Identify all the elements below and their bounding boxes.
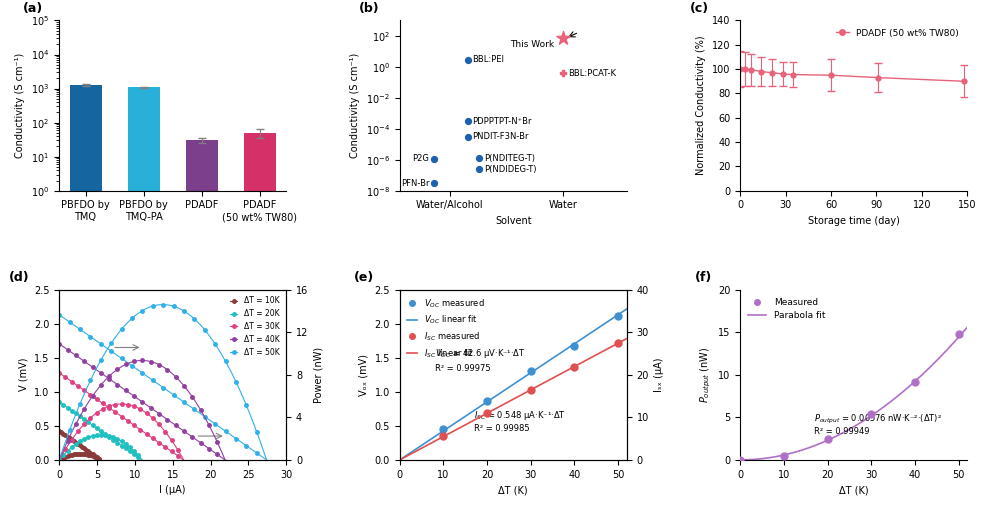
Y-axis label: $P_{output}$ (nW): $P_{output}$ (nW)	[697, 346, 712, 403]
Point	[459, 118, 475, 126]
Text: BBL:PEI: BBL:PEI	[472, 55, 504, 64]
Point	[906, 378, 922, 386]
Point	[425, 154, 441, 162]
Legend: $V_{OC}$ measured, $V_{OC}$ linear fit, $I_{SC}$ measured, $I_{SC}$ linear fit: $V_{OC}$ measured, $V_{OC}$ linear fit, …	[403, 294, 487, 363]
Legend: ΔT = 10K, ΔT = 20K, ΔT = 30K, ΔT = 40K, ΔT = 50K: ΔT = 10K, ΔT = 20K, ΔT = 30K, ΔT = 40K, …	[227, 293, 282, 360]
Point	[425, 179, 441, 188]
Text: $P_{output}$ = 0.00576 nW·K⁻²·(ΔT)²: $P_{output}$ = 0.00576 nW·K⁻²·(ΔT)²	[813, 413, 942, 426]
Point	[775, 452, 791, 460]
Y-axis label: Normalized Conductivity (%): Normalized Conductivity (%)	[696, 36, 706, 175]
Point	[459, 55, 475, 63]
Point	[818, 435, 834, 444]
Bar	[69, 85, 102, 511]
Y-axis label: Conductivity (S cm⁻¹): Conductivity (S cm⁻¹)	[16, 53, 26, 158]
Text: $I_{SC}$ = 0.548 μA·K⁻¹·ΔT: $I_{SC}$ = 0.548 μA·K⁻¹·ΔT	[473, 409, 565, 422]
Point	[555, 34, 571, 42]
Text: P(NDITEG-T): P(NDITEG-T)	[483, 153, 534, 162]
Point	[523, 386, 538, 394]
Y-axis label: Vₒₓ (mV): Vₒₓ (mV)	[359, 354, 369, 396]
Text: (c): (c)	[689, 2, 709, 15]
Text: (a): (a)	[23, 2, 43, 15]
Point	[435, 425, 451, 433]
Text: PNDIT-F3N-Br: PNDIT-F3N-Br	[472, 132, 528, 142]
Point	[609, 339, 625, 347]
Text: (d): (d)	[9, 271, 30, 284]
Point	[523, 367, 538, 376]
Point	[435, 432, 451, 440]
Point	[478, 409, 494, 417]
Point	[470, 154, 486, 162]
Point	[555, 69, 571, 77]
Bar	[127, 87, 160, 511]
Text: P2G: P2G	[412, 154, 429, 163]
X-axis label: Storage time (day): Storage time (day)	[807, 216, 899, 226]
Text: This Work: This Work	[510, 40, 553, 49]
Text: R² = 0.99949: R² = 0.99949	[813, 427, 869, 436]
Text: PDPPTPT-N⁺Br: PDPPTPT-N⁺Br	[472, 117, 531, 126]
X-axis label: Solvent: Solvent	[494, 216, 531, 226]
Point	[609, 312, 625, 320]
X-axis label: I (μA): I (μA)	[160, 485, 185, 495]
Text: $V_{OC}$ = 42.6 μV·K⁻¹·ΔT: $V_{OC}$ = 42.6 μV·K⁻¹·ΔT	[434, 347, 525, 360]
Text: (f): (f)	[694, 271, 711, 284]
Text: (b): (b)	[359, 2, 379, 15]
Bar	[244, 133, 276, 511]
Text: R² = 0.99975: R² = 0.99975	[434, 364, 490, 374]
Text: P(NDIDEG-T): P(NDIDEG-T)	[483, 165, 535, 174]
Point	[950, 330, 965, 338]
Point	[459, 133, 475, 141]
Text: (e): (e)	[354, 271, 375, 284]
Point	[863, 410, 879, 418]
Text: R² = 0.99985: R² = 0.99985	[473, 424, 529, 433]
Legend: Measured, Parabola fit: Measured, Parabola fit	[744, 294, 828, 324]
Point	[566, 363, 582, 371]
Y-axis label: Power (nW): Power (nW)	[314, 346, 323, 403]
Bar	[185, 141, 218, 511]
Y-axis label: Iₛₓ (μA): Iₛₓ (μA)	[654, 358, 664, 392]
Point	[566, 342, 582, 350]
Y-axis label: V (mV): V (mV)	[19, 358, 29, 391]
Point	[732, 456, 747, 464]
Text: PFN-Br: PFN-Br	[400, 179, 429, 188]
Legend: PDADF (50 wt% TW80): PDADF (50 wt% TW80)	[831, 25, 961, 41]
Point	[478, 397, 494, 405]
Text: BBL:PCAT-K: BBL:PCAT-K	[567, 68, 615, 78]
X-axis label: ΔT (K): ΔT (K)	[838, 485, 868, 495]
Y-axis label: Conductivity (S cm⁻¹): Conductivity (S cm⁻¹)	[350, 53, 360, 158]
X-axis label: ΔT (K): ΔT (K)	[498, 485, 528, 495]
Point	[470, 165, 486, 173]
